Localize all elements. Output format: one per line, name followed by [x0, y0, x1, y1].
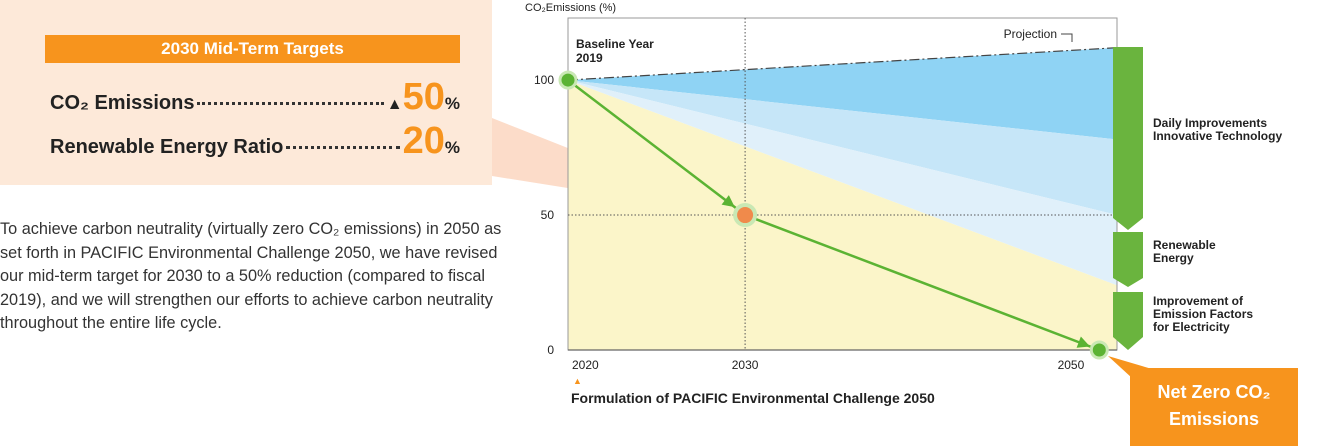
projection-bracket	[1061, 33, 1073, 42]
x-tick-label: 2030	[732, 358, 759, 372]
y-tick-label: 0	[547, 343, 554, 357]
point	[558, 70, 578, 90]
band	[568, 47, 1117, 140]
targets-title: 2030 Mid-Term Targets	[45, 35, 460, 63]
target-row: CO₂ Emissions ▲ 50 %	[50, 78, 460, 116]
leader	[286, 146, 400, 149]
target-unit: %	[444, 138, 460, 157]
line-arrowhead	[1076, 336, 1090, 348]
goal-label: Net Zero CO₂	[1157, 382, 1270, 402]
step-label: Improvement of	[1153, 294, 1244, 308]
target-arrow: ▲	[386, 96, 403, 113]
description: To achieve carbon neutrality (virtually …	[0, 220, 502, 333]
y-axis-label: CO₂Emissions (%)	[525, 2, 616, 14]
step-label: Daily Improvements	[1153, 116, 1267, 130]
footnote: Formulation of PACIFIC Environmental Cha…	[571, 390, 935, 406]
footnote-marker: ▲	[573, 376, 582, 386]
step-arrow	[1113, 292, 1143, 350]
target-label: Renewable Energy Ratio	[50, 136, 284, 158]
step-label: Renewable	[1153, 238, 1216, 252]
band	[568, 80, 1117, 286]
step-label: Innovative Technology	[1153, 129, 1282, 143]
goal-label: Emissions	[1169, 409, 1259, 429]
line-arrowhead	[721, 195, 735, 208]
projection-label: Projection	[1004, 27, 1057, 41]
baseline-label: Baseline Year	[576, 37, 654, 51]
x-tick-label: 2050	[1058, 358, 1085, 372]
y-tick-label: 50	[541, 208, 555, 222]
y-tick-label: 100	[534, 73, 554, 87]
step-arrow	[1113, 47, 1143, 230]
leader	[197, 102, 384, 105]
step-arrow	[1113, 232, 1143, 287]
step-label: Emission Factors	[1153, 307, 1253, 321]
target-value: 50	[402, 76, 445, 118]
step-label: Energy	[1153, 251, 1194, 265]
point	[1089, 340, 1109, 360]
step-label: for Electricity	[1153, 320, 1230, 334]
targets-box	[0, 0, 492, 185]
point	[733, 203, 758, 228]
projection-line	[567, 47, 1118, 81]
goal-box	[1130, 368, 1298, 446]
target-value: 20	[402, 120, 445, 162]
baseline-label: 2019	[576, 51, 603, 65]
x-tick-label: 2020	[572, 358, 599, 372]
target-row: Renewable Energy Ratio 20 %	[50, 122, 460, 160]
target-label: CO₂ Emissions	[50, 92, 195, 114]
target-unit: %	[444, 94, 460, 113]
